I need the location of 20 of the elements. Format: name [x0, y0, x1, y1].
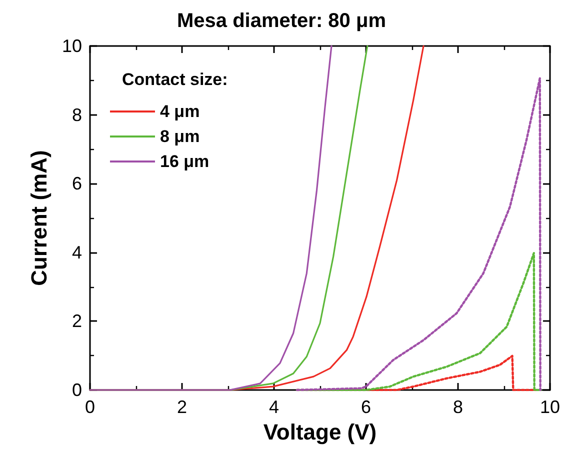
- legend-title: Contact size:: [122, 70, 228, 89]
- legend-label: 16 μm: [160, 152, 210, 171]
- x-tick-label: 10: [540, 397, 560, 417]
- y-tick-label: 10: [62, 36, 82, 56]
- line-series: [296, 77, 542, 392]
- chart-title: Mesa diameter: 80 μm: [177, 10, 386, 32]
- legend-label: 8 μm: [160, 127, 200, 146]
- x-tick-label: 6: [360, 397, 371, 417]
- x-tick-label: 8: [452, 397, 463, 417]
- y-tick-label: 8: [72, 104, 82, 125]
- x-tick-label: 2: [176, 397, 188, 417]
- x-tick-label: 4: [268, 397, 280, 417]
- x-tick-label: 0: [84, 397, 96, 417]
- y-axis-title: Current (mA): [26, 150, 52, 286]
- legend-label: 4 μm: [160, 102, 200, 121]
- y-tick-label: 6: [72, 174, 82, 194]
- y-tick-label: 0: [72, 380, 82, 400]
- y-tick-label: 4: [72, 242, 82, 262]
- x-axis-title: Voltage (V): [263, 419, 377, 444]
- y-tick-label: 2: [72, 311, 82, 332]
